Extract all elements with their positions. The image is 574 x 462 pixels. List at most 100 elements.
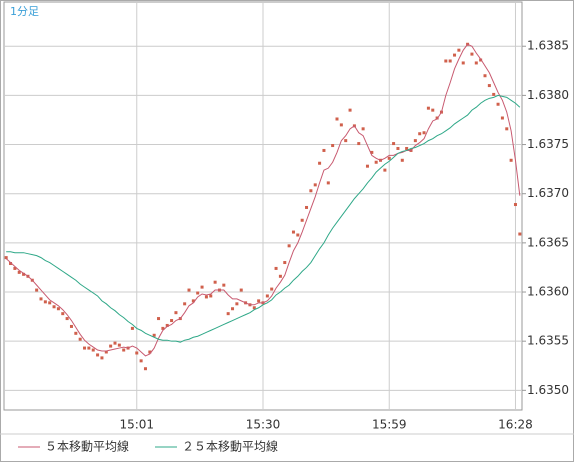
data-point bbox=[496, 102, 500, 106]
data-point bbox=[74, 331, 78, 335]
data-point bbox=[509, 158, 513, 162]
data-point bbox=[461, 61, 465, 65]
data-point bbox=[313, 183, 317, 187]
data-point bbox=[361, 127, 365, 131]
data-point bbox=[283, 261, 287, 265]
data-point bbox=[122, 348, 126, 352]
y-tick-label: 1.6365 bbox=[527, 235, 569, 249]
chart-title: 1分足 bbox=[10, 5, 39, 18]
data-point bbox=[170, 319, 174, 323]
data-point bbox=[191, 299, 195, 303]
data-point bbox=[457, 48, 461, 52]
data-point bbox=[387, 156, 391, 160]
data-point bbox=[252, 306, 256, 310]
data-point bbox=[339, 123, 343, 127]
legend-label: ５本移動平均線 bbox=[45, 439, 129, 454]
data-point bbox=[418, 132, 422, 136]
data-point bbox=[396, 146, 400, 150]
data-point bbox=[400, 158, 404, 162]
y-tick-label: 1.6355 bbox=[527, 334, 569, 348]
data-point bbox=[413, 139, 417, 143]
data-point bbox=[65, 317, 69, 321]
data-point bbox=[331, 144, 335, 148]
data-point bbox=[435, 116, 439, 120]
data-point bbox=[374, 160, 378, 164]
data-point bbox=[135, 351, 139, 355]
data-point bbox=[113, 341, 117, 345]
data-point bbox=[453, 53, 457, 57]
data-point bbox=[213, 280, 217, 284]
y-tick-label: 1.6380 bbox=[527, 88, 569, 102]
data-point bbox=[487, 84, 491, 88]
data-point bbox=[278, 274, 282, 278]
data-point bbox=[518, 232, 522, 236]
data-point bbox=[270, 287, 274, 291]
data-point bbox=[370, 150, 374, 154]
data-point bbox=[344, 139, 348, 143]
y-tick-label: 1.6375 bbox=[527, 137, 569, 151]
data-point bbox=[4, 256, 8, 260]
y-tick-label: 1.6370 bbox=[527, 186, 569, 200]
data-point bbox=[274, 266, 278, 270]
ma-line bbox=[5, 43, 521, 357]
data-point bbox=[505, 127, 509, 131]
data-point bbox=[305, 205, 309, 209]
data-point bbox=[83, 346, 87, 350]
data-point bbox=[357, 142, 361, 146]
data-point bbox=[513, 203, 517, 207]
data-point bbox=[222, 283, 226, 287]
data-point bbox=[39, 297, 43, 301]
data-point bbox=[157, 317, 161, 321]
data-point bbox=[448, 59, 452, 63]
data-point bbox=[300, 218, 304, 222]
data-point bbox=[187, 288, 191, 292]
data-point bbox=[161, 326, 165, 330]
data-point bbox=[35, 288, 39, 292]
data-point bbox=[335, 117, 339, 121]
y-tick-label: 1.6360 bbox=[527, 285, 569, 299]
data-point bbox=[257, 299, 261, 303]
data-point bbox=[148, 350, 152, 354]
data-point bbox=[100, 356, 104, 360]
data-point bbox=[392, 142, 396, 146]
data-point bbox=[422, 131, 426, 135]
ma-line bbox=[6, 94, 521, 343]
data-point bbox=[209, 294, 213, 298]
data-point bbox=[104, 350, 108, 354]
data-point bbox=[318, 161, 322, 165]
data-point bbox=[117, 343, 121, 347]
data-point bbox=[265, 294, 269, 298]
data-point bbox=[143, 367, 147, 371]
data-point bbox=[96, 353, 100, 357]
y-tick-label: 1.6350 bbox=[527, 383, 569, 397]
data-point bbox=[200, 285, 204, 289]
data-point bbox=[152, 333, 156, 337]
data-point bbox=[56, 307, 60, 311]
data-point bbox=[196, 291, 200, 295]
data-point bbox=[405, 146, 409, 150]
data-point bbox=[479, 58, 483, 62]
data-point bbox=[348, 108, 352, 112]
data-point bbox=[309, 189, 313, 193]
data-point bbox=[91, 348, 95, 352]
data-point bbox=[365, 164, 369, 168]
data-point bbox=[174, 311, 178, 315]
x-tick-label: 15:01 bbox=[119, 418, 154, 432]
data-point bbox=[500, 116, 504, 120]
data-point bbox=[13, 266, 17, 270]
x-tick-label: 16:28 bbox=[498, 418, 533, 432]
x-tick-label: 15:59 bbox=[372, 418, 407, 432]
data-point bbox=[130, 326, 134, 330]
data-point bbox=[52, 305, 56, 309]
data-point bbox=[431, 108, 435, 112]
data-point bbox=[235, 302, 239, 306]
data-point bbox=[204, 295, 208, 299]
data-point bbox=[287, 244, 291, 248]
data-point bbox=[296, 233, 300, 237]
data-point bbox=[22, 272, 26, 276]
data-point bbox=[231, 307, 235, 311]
data-point bbox=[61, 312, 65, 316]
data-point bbox=[183, 302, 187, 306]
